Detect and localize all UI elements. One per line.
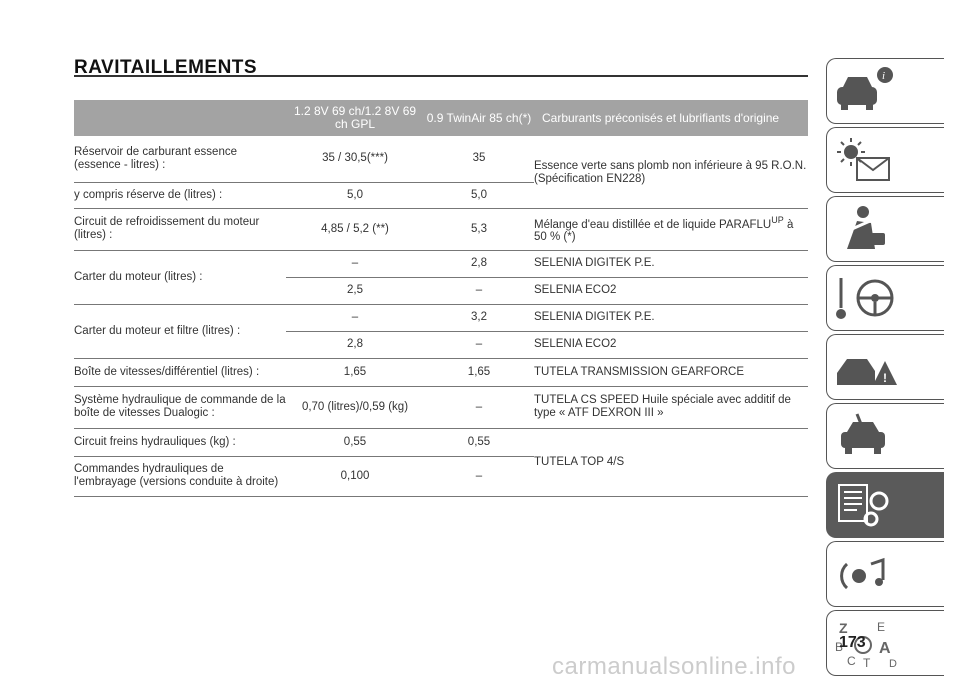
row-fuel: SELENIA ECO2 bbox=[534, 277, 808, 305]
row-value-1: 0,55 bbox=[286, 428, 424, 457]
row-fuel: SELENIA ECO2 bbox=[534, 331, 808, 359]
row-value-1: – bbox=[286, 304, 424, 332]
table-row: Carter du moteur (litres) : – 2,8 SELENI… bbox=[74, 250, 808, 305]
warning-lights-icon bbox=[837, 138, 890, 181]
header-fuel: Carburants préconisés et lubrifiants d'o… bbox=[534, 100, 808, 136]
row-value-2: 0,55 bbox=[424, 428, 534, 457]
table-row: Boîte de vitesses/différentiel (litres) … bbox=[74, 358, 808, 387]
tab-emergency[interactable]: ! bbox=[826, 334, 944, 400]
row-fuel: TUTELA TRANSMISSION GEARFORCE bbox=[534, 358, 808, 387]
multimedia-icon bbox=[840, 557, 885, 590]
car-info-icon: i bbox=[837, 67, 893, 110]
table-row: Circuit freins hydrauliques (kg) : 0,55 … bbox=[74, 428, 808, 497]
fuel-text: Mélange d'eau distillée et de liquide PA… bbox=[534, 218, 772, 231]
tab-driving[interactable] bbox=[826, 265, 944, 331]
table-row: 2,5 – SELENIA ECO2 bbox=[74, 277, 808, 305]
table-row: y compris réserve de (litres) : 5,0 5,0 bbox=[74, 182, 808, 209]
row-value-1: – bbox=[286, 250, 424, 278]
row-value-1: 0,100 bbox=[286, 456, 424, 497]
table-header: 1.2 8V 69 ch/1.2 8V 69 ch GPL 0.9 TwinAi… bbox=[74, 100, 808, 136]
table-row: Carter du moteur et filtre (litres) : – … bbox=[74, 304, 808, 359]
row-value-1: 1,65 bbox=[286, 358, 424, 387]
row-desc: y compris réserve de (litres) : bbox=[74, 182, 286, 209]
row-desc: Carter du moteur (litres) : bbox=[74, 250, 286, 305]
maintenance-icon bbox=[841, 413, 885, 454]
row-desc: Commandes hydrauliques de l'embrayage (v… bbox=[74, 456, 286, 497]
row-value-1: 4,85 / 5,2 (**) bbox=[286, 208, 424, 251]
tab-car-info[interactable]: i bbox=[826, 58, 944, 124]
row-value-2: 2,8 bbox=[424, 250, 534, 278]
title-rule bbox=[74, 75, 808, 77]
row-value-2: 1,65 bbox=[424, 358, 534, 387]
watermark: carmanualsonline.info bbox=[552, 653, 796, 680]
index-icon: Z E B A C T D bbox=[835, 620, 897, 670]
svg-text:!: ! bbox=[883, 371, 887, 385]
row-fuel: SELENIA DIGITEK P.E. bbox=[534, 250, 808, 278]
row-value-2: – bbox=[424, 456, 534, 497]
svg-text:Z: Z bbox=[839, 620, 848, 636]
header-desc bbox=[74, 100, 286, 136]
table-row: Commandes hydrauliques de l'embrayage (v… bbox=[74, 456, 808, 497]
row-value-1: 2,8 bbox=[286, 331, 424, 359]
row-value-2: 5,0 bbox=[424, 182, 534, 209]
technical-data-icon bbox=[838, 484, 889, 527]
row-fuel: Mélange d'eau distillée et de liquide PA… bbox=[534, 208, 808, 251]
row-value-2: – bbox=[424, 386, 534, 429]
row-value-2: 5,3 bbox=[424, 208, 534, 251]
svg-text:B: B bbox=[835, 640, 843, 654]
row-fuel: SELENIA DIGITEK P.E. bbox=[534, 304, 808, 332]
refuelling-table: 1.2 8V 69 ch/1.2 8V 69 ch GPL 0.9 TwinAi… bbox=[74, 100, 808, 497]
row-value-2: – bbox=[424, 277, 534, 305]
row-value-1: 0,70 (litres)/0,59 (kg) bbox=[286, 386, 424, 429]
svg-text:D: D bbox=[889, 658, 897, 670]
row-desc: Système hydraulique de commande de la bo… bbox=[74, 386, 286, 429]
row-desc: Boîte de vitesses/différentiel (litres) … bbox=[74, 358, 286, 387]
table-row: Réservoir de carburant essence (essence … bbox=[74, 136, 808, 209]
table-row: 2,8 – SELENIA ECO2 bbox=[74, 331, 808, 359]
svg-text:A: A bbox=[879, 640, 891, 657]
svg-text:T: T bbox=[863, 656, 871, 670]
header-engine-2: 0.9 TwinAir 85 ch(*) bbox=[424, 100, 534, 136]
table-row: Système hydraulique de commande de la bo… bbox=[74, 386, 808, 429]
page-number: 173 bbox=[839, 634, 866, 651]
row-fuel: TUTELA CS SPEED Huile spéciale avec addi… bbox=[534, 386, 808, 429]
row-value-2: 3,2 bbox=[424, 304, 534, 332]
row-value-1: 5,0 bbox=[286, 182, 424, 209]
row-desc: Carter du moteur et filtre (litres) : bbox=[74, 304, 286, 359]
svg-text:E: E bbox=[877, 620, 885, 634]
row-value-2: – bbox=[424, 331, 534, 359]
safety-icon bbox=[842, 206, 885, 249]
row-value-1: 2,5 bbox=[286, 277, 424, 305]
steering-icon bbox=[836, 278, 894, 319]
svg-text:C: C bbox=[847, 654, 856, 668]
tab-warning-lights[interactable] bbox=[826, 127, 944, 193]
fuel-text-end: à 50 % (*) bbox=[534, 218, 794, 244]
row-fuel: Essence verte sans plomb non inférieure … bbox=[534, 136, 808, 209]
row-value-1: 35 / 30,5(***) bbox=[286, 136, 424, 183]
fuel-superscript: UP bbox=[771, 214, 784, 225]
tab-safety[interactable] bbox=[826, 196, 944, 262]
tab-index[interactable]: Z E B A C T D bbox=[826, 610, 944, 676]
tab-maintenance[interactable] bbox=[826, 403, 944, 469]
svg-text:i: i bbox=[882, 70, 885, 82]
emergency-icon: ! bbox=[837, 359, 897, 385]
table-row: Circuit de refroidissement du moteur (li… bbox=[74, 208, 808, 251]
header-engine-1: 1.2 8V 69 ch/1.2 8V 69 ch GPL bbox=[286, 100, 424, 136]
row-desc: Circuit freins hydrauliques (kg) : bbox=[74, 428, 286, 457]
row-desc: Circuit de refroidissement du moteur (li… bbox=[74, 208, 286, 251]
row-value-2: 35 bbox=[424, 136, 534, 183]
tab-multimedia[interactable] bbox=[826, 541, 944, 607]
tab-technical-data[interactable] bbox=[826, 472, 944, 538]
row-desc: Réservoir de carburant essence (essence … bbox=[74, 136, 286, 183]
row-fuel: TUTELA TOP 4/S bbox=[534, 428, 808, 497]
page-title: RAVITAILLEMENTS bbox=[74, 57, 258, 78]
